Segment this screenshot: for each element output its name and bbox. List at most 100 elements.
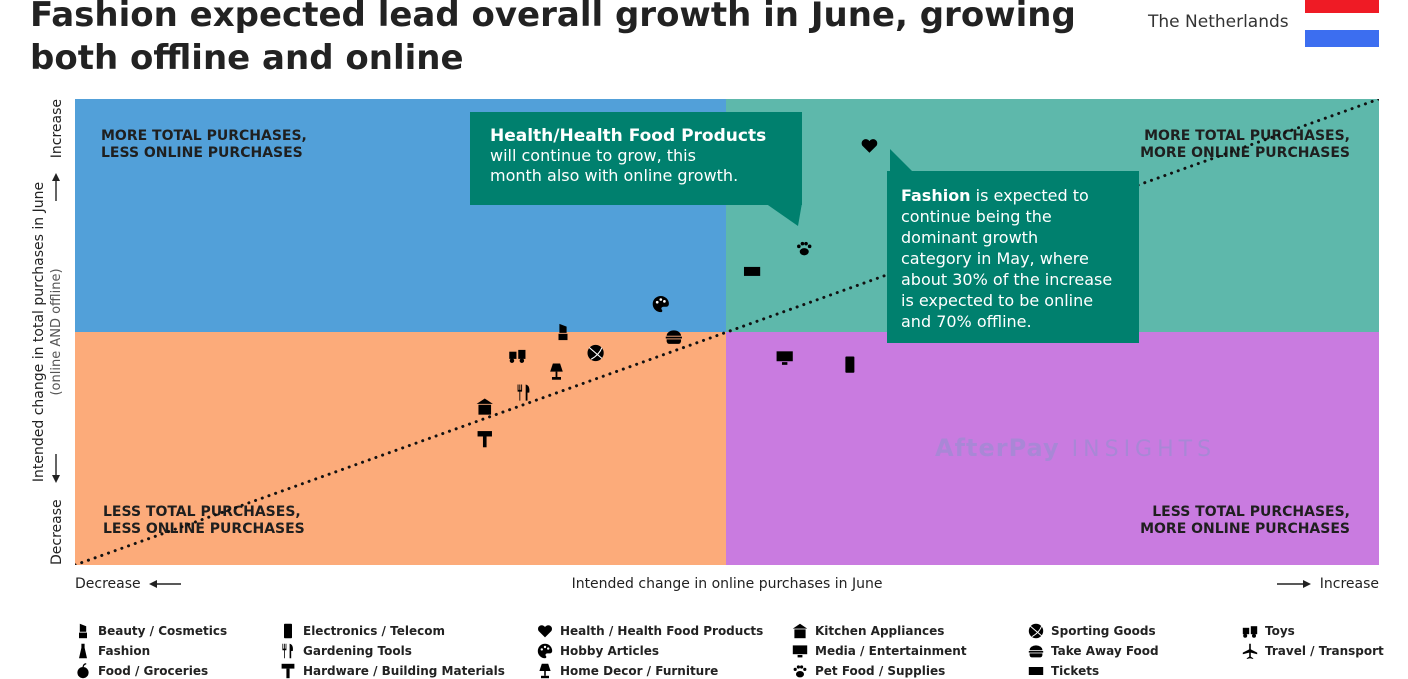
y-axis-sublabel: (online AND offline)	[49, 268, 64, 395]
dress-icon	[75, 643, 91, 659]
legend-item: Sporting Goods	[1028, 623, 1156, 639]
afterpay-insights-watermark: AfterPay INSIGHTS	[935, 434, 1216, 462]
fashion-callout-line: dominant growth	[901, 228, 1039, 247]
page-title: Fashion expected lead overall growth in …	[30, 0, 1076, 78]
fashion-callout-rest: is expected to	[970, 186, 1089, 205]
netherlands-flag-icon	[1305, 0, 1379, 47]
legend-label: Kitchen Appliances	[815, 624, 945, 638]
x-axis-high: Increase	[1277, 576, 1379, 592]
legend-label: Media / Entertainment	[815, 644, 967, 658]
watermark-brand: AfterPay	[935, 434, 1060, 462]
ticket-icon	[1028, 663, 1044, 679]
legend-label: Toys	[1265, 624, 1295, 638]
legend-item: Kitchen Appliances	[792, 623, 944, 639]
plane-icon	[1242, 643, 1258, 659]
x-axis-high-label: Increase	[1319, 576, 1379, 592]
y-axis: Intended change in total purchases in Ju…	[0, 99, 75, 565]
flag-white-stripe	[1305, 13, 1379, 30]
quadrant-label-top-left: MORE TOTAL PURCHASES, LESS ONLINE PURCHA…	[101, 128, 307, 162]
fashion-callout-bold: Fashion	[901, 186, 971, 205]
point-heart-icon	[861, 139, 878, 153]
health-callout-pointer	[765, 203, 802, 226]
legend-item: Electronics / Telecom	[280, 623, 445, 639]
legend-label: Tickets	[1051, 664, 1100, 678]
point-paw-icon	[797, 241, 812, 256]
legend-item: Home Decor / Furniture	[537, 663, 718, 679]
legend-label: Pet Food / Supplies	[815, 664, 946, 678]
legend-item: Pet Food / Supplies	[792, 663, 945, 679]
left-arrow-icon	[149, 580, 182, 588]
burger-icon	[1028, 643, 1044, 659]
fashion-callout-line: about 30% of the increase	[901, 270, 1113, 289]
health-callout-line: will continue to grow, this	[490, 146, 696, 165]
x-axis-low: Decrease	[75, 576, 183, 592]
point-tv-icon	[776, 351, 793, 365]
legend-item: Gardening Tools	[280, 643, 412, 659]
country-label: The Netherlands	[1148, 12, 1289, 32]
point-lamp-icon	[550, 363, 563, 380]
fashion-callout-line: is expected to be online	[901, 291, 1094, 310]
quadrant-label-line: MORE TOTAL PURCHASES,	[101, 128, 307, 144]
legend-item: Food / Groceries	[75, 663, 208, 679]
y-axis-high-label: Increase	[49, 99, 65, 158]
quadrant-label-line: LESS TOTAL PURCHASES,	[103, 504, 301, 520]
paw-icon	[792, 663, 808, 679]
fashion-callout-line: and 70% offline.	[901, 312, 1032, 331]
x-axis: Decrease Intended change in online purch…	[75, 576, 1379, 596]
legend-label: Travel / Transport	[1265, 644, 1384, 658]
legend-item: Hobby Articles	[537, 643, 659, 659]
legend-label: Sporting Goods	[1051, 624, 1156, 638]
quadrant-label-line: MORE TOTAL PURCHASES,	[1144, 128, 1350, 144]
quadrant-label-bottom-right: LESS TOTAL PURCHASES, MORE ONLINE PURCHA…	[1140, 504, 1350, 538]
point-hammer-icon	[477, 431, 492, 448]
point-burger-icon	[665, 330, 682, 344]
quadrant-label-line: MORE ONLINE PURCHASES	[1140, 521, 1350, 537]
point-lipstick-icon	[558, 323, 568, 341]
legend-label: Hardware / Building Materials	[303, 664, 505, 678]
right-arrow-icon	[1277, 580, 1312, 588]
legend-item: Beauty / Cosmetics	[75, 623, 227, 639]
legend-item: Media / Entertainment	[792, 643, 967, 659]
point-mixer-icon	[476, 398, 493, 415]
legend-item: Toys	[1242, 623, 1295, 639]
mixer-icon	[792, 623, 808, 639]
phone-icon	[280, 623, 296, 639]
legend-label: Fashion	[98, 644, 151, 658]
quadrant-label-top-right: MORE TOTAL PURCHASES, MORE ONLINE PURCHA…	[1140, 128, 1350, 162]
palette-icon	[537, 643, 553, 659]
quadrant-chart: MORE TOTAL PURCHASES, LESS ONLINE PURCHA…	[75, 99, 1379, 565]
fashion-callout-line: continue being the	[901, 207, 1052, 226]
x-axis-label: Intended change in online purchases in J…	[571, 576, 883, 592]
fashion-callout-first-line: Fashion is expected to	[901, 185, 1125, 206]
quadrant-label-line: MORE ONLINE PURCHASES	[1140, 145, 1350, 161]
legend-label: Home Decor / Furniture	[560, 664, 719, 678]
legend-label: Gardening Tools	[303, 644, 412, 658]
point-palette-icon	[652, 295, 669, 313]
legend-item: Take Away Food	[1028, 643, 1159, 659]
legend-label: Beauty / Cosmetics	[98, 624, 228, 638]
quadrant-label-line: LESS TOTAL PURCHASES,	[1152, 504, 1350, 520]
quadrant-label-bottom-left: LESS TOTAL PURCHASES, LESS ONLINE PURCHA…	[103, 504, 305, 538]
legend-item: Tickets	[1028, 663, 1099, 679]
lipstick-icon	[75, 623, 91, 639]
y-axis-arrow-up-head	[52, 173, 60, 181]
heart-icon	[537, 623, 553, 639]
fashion-callout: Fashion is expected to continue being th…	[887, 171, 1139, 343]
ball-icon	[1028, 623, 1044, 639]
point-phone-icon	[845, 356, 855, 373]
health-callout: Health/Health Food Products will continu…	[470, 112, 802, 205]
health-callout-line: month also with online growth.	[490, 166, 739, 185]
point-train-icon	[509, 349, 526, 363]
train-icon	[1242, 623, 1258, 639]
quadrant-bottom-right	[726, 332, 1379, 565]
watermark-suffix: INSIGHTS	[1071, 437, 1217, 462]
y-axis-low-label: Decrease	[49, 499, 65, 565]
tv-icon	[792, 643, 808, 659]
legend-item: Fashion	[75, 643, 150, 659]
flag-blue-stripe	[1305, 30, 1379, 47]
y-axis-label: Intended change in total purchases in Ju…	[31, 182, 47, 482]
lamp-icon	[537, 663, 553, 679]
legend-label: Food / Groceries	[98, 664, 209, 678]
quadrant-label-line: LESS ONLINE PURCHASES	[101, 145, 303, 161]
y-axis-arrow-down-head	[52, 475, 60, 483]
